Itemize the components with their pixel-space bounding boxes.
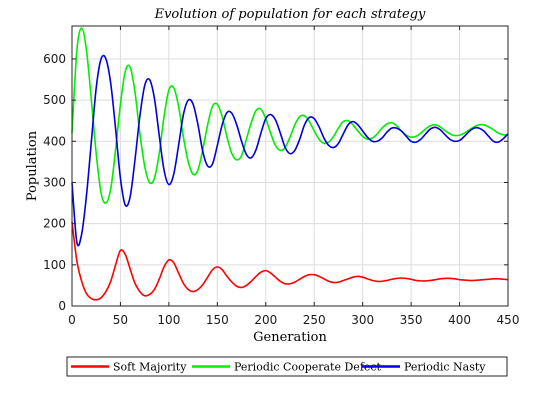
grid xyxy=(72,26,508,306)
series-line-2 xyxy=(71,54,509,247)
x-tick-label: 150 xyxy=(206,313,229,327)
chart-title: Evolution of population for each strateg… xyxy=(154,7,426,22)
legend-entry-label: Periodic Cooperate Defect xyxy=(234,361,382,374)
x-axis-ticks: 0 50 100 150 200 250 300 350 400 450 xyxy=(68,26,519,327)
x-tick-label: 0 xyxy=(68,313,76,327)
legend-box xyxy=(66,356,508,377)
x-tick-label: 50 xyxy=(113,313,128,327)
x-tick-label: 250 xyxy=(303,313,326,327)
y-tick-label: 0 xyxy=(58,299,66,313)
series-line-0 xyxy=(71,221,509,301)
legend: Soft Majority Periodic Cooperate Defect Pe… xyxy=(66,356,508,377)
series-line-1 xyxy=(71,27,509,204)
x-tick-label: 300 xyxy=(351,313,374,327)
y-axis-label: Population xyxy=(25,130,40,201)
x-axis-label: Generation xyxy=(253,330,327,345)
y-tick-label: 100 xyxy=(43,258,66,272)
legend-entry-label: Periodic Nasty xyxy=(404,361,486,374)
plot-frame xyxy=(71,25,509,307)
y-tick-label: 200 xyxy=(43,217,66,231)
x-tick-label: 200 xyxy=(254,313,277,327)
x-tick-label: 400 xyxy=(448,313,471,327)
x-tick-label: 450 xyxy=(497,313,520,327)
series-lines xyxy=(71,27,509,301)
y-tick-label: 400 xyxy=(43,134,66,148)
x-tick-label: 100 xyxy=(157,313,180,327)
y-axis-ticks: 0 100 200 300 400 500 600 xyxy=(43,52,508,313)
legend-entry-label: Soft Majority xyxy=(113,361,187,374)
y-tick-label: 500 xyxy=(43,93,66,107)
y-tick-label: 600 xyxy=(43,52,66,66)
y-tick-label: 300 xyxy=(43,175,66,189)
x-tick-label: 350 xyxy=(400,313,423,327)
